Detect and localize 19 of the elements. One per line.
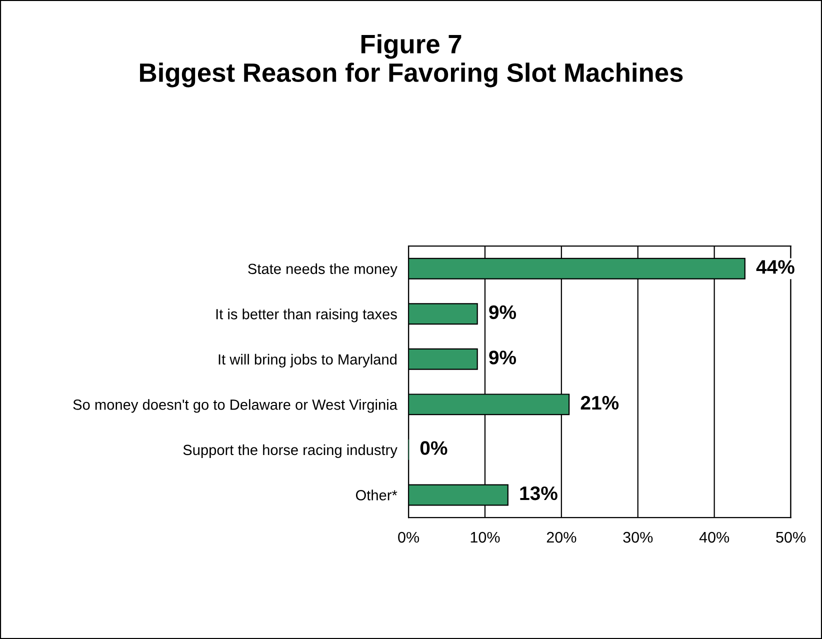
data-label: 13%	[520, 486, 558, 500]
x-tick-label: 40%	[699, 532, 730, 543]
data-label: 21%	[580, 396, 619, 410]
y-tick-label: So money doesn't go to Delaware or West Virginia	[73, 399, 398, 413]
y-tick-label: Support the horse racing industry	[183, 444, 398, 458]
y-tick-label: Other*	[356, 490, 398, 500]
y-tick-label: State needs the money	[248, 263, 398, 277]
data-label: 44%	[756, 260, 794, 274]
data-label: 9%	[489, 350, 516, 364]
data-label: 0%	[420, 441, 448, 455]
chart-title: Figure 7 Biggest Reason for Favoring Slot Machines	[140, 34, 683, 88]
x-tick-label: 20%	[546, 532, 576, 543]
x-tick-label: 10%	[470, 532, 500, 543]
data-label: 9%	[489, 305, 516, 320]
x-tick-label: 0%	[398, 532, 420, 543]
y-tick-label: It is better than raising taxes	[216, 308, 397, 322]
y-tick-label: It will bring jobs to Maryland	[218, 354, 396, 368]
x-tick-label: 30%	[623, 532, 653, 543]
x-tick-label: 50%	[776, 532, 806, 543]
